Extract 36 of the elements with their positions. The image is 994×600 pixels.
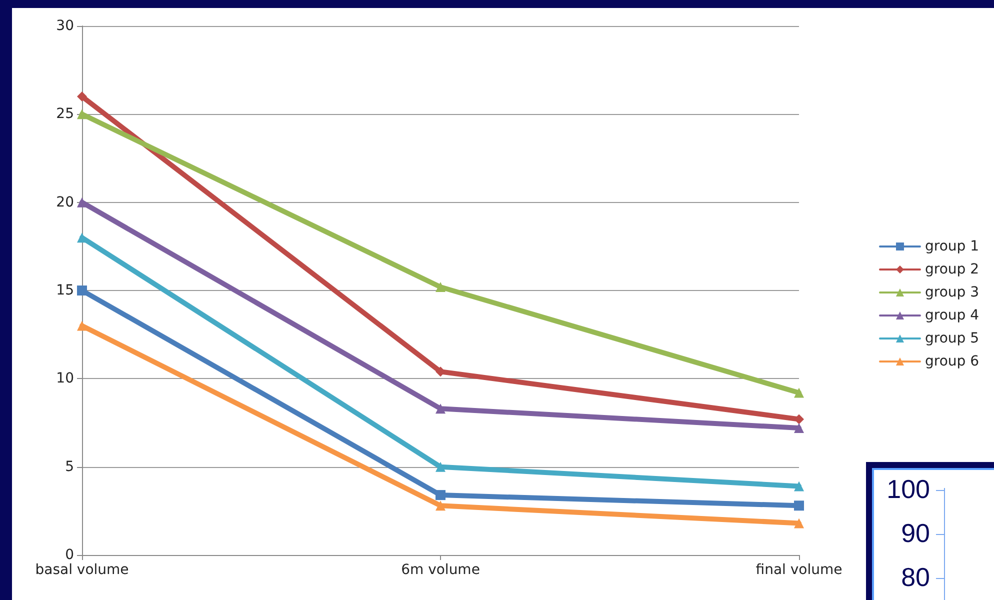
legend-label: group 4: [924, 308, 980, 324]
point: [436, 462, 446, 472]
point: [77, 92, 87, 102]
legend-label: group 3: [924, 284, 980, 300]
legend-label: group 1: [924, 238, 980, 254]
legend-label: group 5: [924, 330, 980, 346]
point: [436, 490, 446, 500]
y-tick-label: 25: [56, 106, 74, 122]
y-tick-label: 20: [56, 194, 74, 210]
point: [794, 388, 804, 398]
point: [794, 481, 804, 492]
text: 100: [886, 474, 930, 505]
point: [436, 282, 446, 292]
y-tick-label: 5: [65, 458, 74, 475]
y-tick-label: 15: [56, 282, 74, 298]
legend-label: group 6: [924, 354, 980, 370]
x-tick-label: 6m volume: [401, 562, 480, 578]
y-tick-label: 10: [56, 370, 74, 387]
point: [794, 423, 804, 434]
point: [77, 320, 87, 331]
x-tick-label: basal volume: [35, 562, 129, 578]
point: [77, 197, 87, 208]
x-tick-label: final volume: [756, 562, 842, 578]
text: 90: [900, 518, 930, 549]
legend-label: group 2: [924, 262, 980, 278]
point: [794, 500, 804, 511]
y-tick-label: 0: [65, 547, 74, 563]
point: [436, 500, 446, 511]
point: [77, 109, 87, 120]
point: [77, 286, 87, 296]
point: [77, 232, 87, 243]
text: 80: [900, 562, 930, 593]
y-tick-label: 30: [56, 18, 74, 34]
point: [794, 414, 804, 424]
point: [794, 518, 804, 528]
point: [436, 404, 446, 414]
